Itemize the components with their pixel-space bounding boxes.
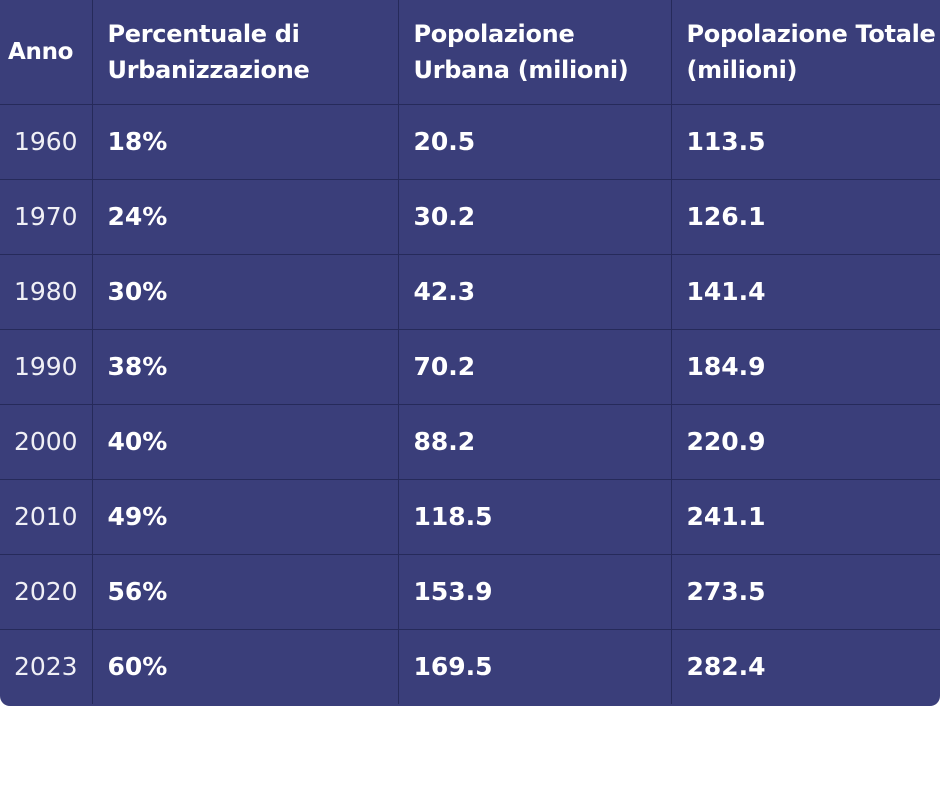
column-header-urban-population: Popolazione Urbana (milioni) [398,0,672,105]
table-row: 2010 49% 118.5 241.1 [0,479,940,555]
cell-year: 1990 [0,329,93,405]
data-table-card: Anno Percentuale di Urbanizzazione Popol… [0,0,940,706]
cell-urban-population: 20.5 [398,104,672,180]
cell-year: 1960 [0,104,93,180]
cell-total-population: 282.4 [686,652,766,682]
cell-year: 2010 [0,479,93,555]
cell-urban-population: 153.9 [398,554,672,630]
cell-total-population: 184.9 [671,329,940,405]
cell-total-population: 141.4 [671,254,940,330]
cell-urbanization-percent: 18% [92,104,399,180]
cell-urbanization-percent: 30% [92,254,399,330]
column-header-year: Anno [0,0,93,105]
cell-total-population: 113.5 [671,104,940,180]
cell-urbanization-percent: 38% [92,329,399,405]
cell-total-population: 241.1 [671,479,940,555]
cell-urban-population: 169.5 [398,629,672,704]
cell-year: 2020 [0,554,93,630]
cell-urban-population: 42.3 [398,254,672,330]
cell-total-population: 273.5 [671,554,940,630]
cell-year: 1980 [0,254,93,330]
urbanization-table: Anno Percentuale di Urbanizzazione Popol… [0,0,940,704]
table-row: 1990 38% 70.2 184.9 [0,329,940,405]
table-row: 2000 40% 88.2 220.9 [0,404,940,480]
cell-year: 1970 [0,179,93,255]
cell-urban-population: 118.5 [398,479,672,555]
table-header-row: Anno Percentuale di Urbanizzazione Popol… [0,0,940,105]
cell-urbanization-percent: 49% [92,479,399,555]
cell-urbanization-percent: 24% [92,179,399,255]
cell-urbanization-percent: 40% [92,404,399,480]
table-row: 2023 60% 169.5 282.4 [0,629,940,704]
cell-urban-population: 30.2 [398,179,672,255]
cell-urban-population: 88.2 [398,404,672,480]
cell-urbanization-percent: 56% [92,554,399,630]
table-row: 1960 18% 20.5 113.5 [0,104,940,180]
cell-urbanization-percent: 60% [92,629,399,704]
cell-total-population: 220.9 [671,404,940,480]
cell-urban-population: 70.2 [398,329,672,405]
cell-total-population: 126.1 [671,179,940,255]
column-header-total-population: Popolazione Totale (milioni) [671,0,940,105]
cell-year: 2023 [0,629,93,704]
cell-year: 2000 [0,404,93,480]
column-header-urbanization-percent: Percentuale di Urbanizzazione [92,0,399,105]
table-row: 1970 24% 30.2 126.1 [0,179,940,255]
table-row: 1980 30% 42.3 141.4 [0,254,940,330]
table-row: 2020 56% 153.9 273.5 [0,554,940,630]
